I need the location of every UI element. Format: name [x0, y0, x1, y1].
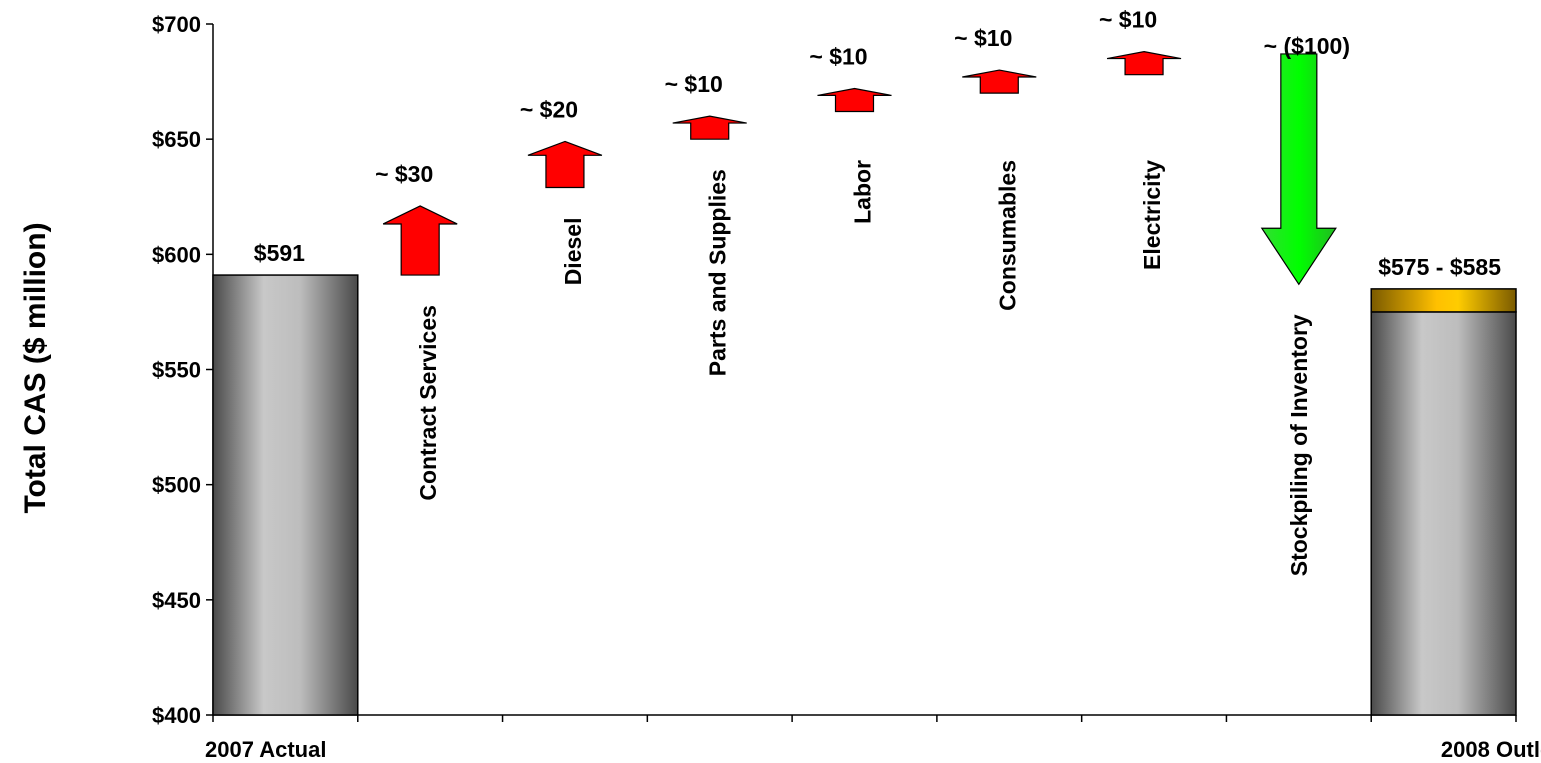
arrow-contract-services	[382, 205, 458, 276]
y-tick-label: $600	[152, 242, 201, 267]
arrow-parts-and-supplies	[672, 115, 747, 140]
y-tick-label: $500	[152, 473, 201, 498]
data-label-labor: ~ $10	[809, 43, 867, 69]
data-label-diesel: ~ $20	[520, 96, 578, 122]
data-label-2008-outlook: $575 - $585	[1378, 254, 1501, 280]
category-label-parts-and-supplies: Parts and Supplies	[705, 169, 731, 376]
data-label-stockpiling-of-inventory: ~ ($100)	[1264, 33, 1350, 59]
arrow-consumables	[962, 69, 1037, 94]
x-tick-label-2007-actual: 2007 Actual	[205, 737, 326, 762]
y-axis-title: Total CAS ($ million)	[19, 222, 52, 513]
data-label-consumables: ~ $10	[954, 25, 1012, 51]
y-tick-label: $650	[152, 127, 201, 152]
arrow-diesel	[527, 140, 603, 189]
y-tick-label: $450	[152, 588, 201, 613]
data-label-parts-and-supplies: ~ $10	[665, 71, 723, 97]
y-tick-label: $550	[152, 358, 201, 383]
arrow-stockpiling-of-inventory	[1260, 53, 1337, 286]
y-tick-label: $400	[152, 703, 201, 728]
category-label-contract-services: Contract Services	[415, 305, 441, 501]
category-label-diesel: Diesel	[560, 218, 586, 286]
x-tick-label-2008-outlook: 2008 Outlook	[1441, 737, 1541, 762]
data-label-2007-actual: $591	[254, 240, 305, 266]
category-label-labor: Labor	[850, 160, 876, 224]
bar-2008-outlook	[1370, 311, 1517, 716]
arrow-electricity	[1106, 51, 1182, 76]
category-label-stockpiling-of-inventory: Stockpiling of Inventory	[1286, 314, 1312, 576]
bar-2007-actual	[212, 274, 359, 716]
data-label-contract-services: ~ $30	[375, 161, 433, 187]
arrow-labor	[817, 87, 892, 113]
category-label-consumables: Consumables	[994, 160, 1020, 311]
y-tick-label: $700	[152, 12, 201, 37]
category-label-electricity: Electricity	[1139, 160, 1165, 270]
data-label-electricity: ~ $10	[1099, 7, 1157, 33]
bar-2008-outlook-range	[1370, 288, 1517, 313]
